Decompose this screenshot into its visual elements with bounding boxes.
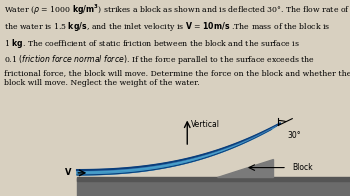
Text: Block: Block xyxy=(292,163,313,172)
Polygon shape xyxy=(217,159,273,177)
Polygon shape xyxy=(77,123,280,175)
Text: V: V xyxy=(65,168,72,177)
Text: 30°: 30° xyxy=(287,131,301,140)
Bar xyxy=(77,177,350,181)
Polygon shape xyxy=(77,126,275,175)
Text: Water ($\rho$ = 1000 $\mathbf{kg/m^3}$) strikes a block as shown and is deflecte: Water ($\rho$ = 1000 $\mathbf{kg/m^3}$) … xyxy=(4,2,350,87)
Text: Vertical: Vertical xyxy=(191,120,220,129)
Bar xyxy=(77,178,350,196)
